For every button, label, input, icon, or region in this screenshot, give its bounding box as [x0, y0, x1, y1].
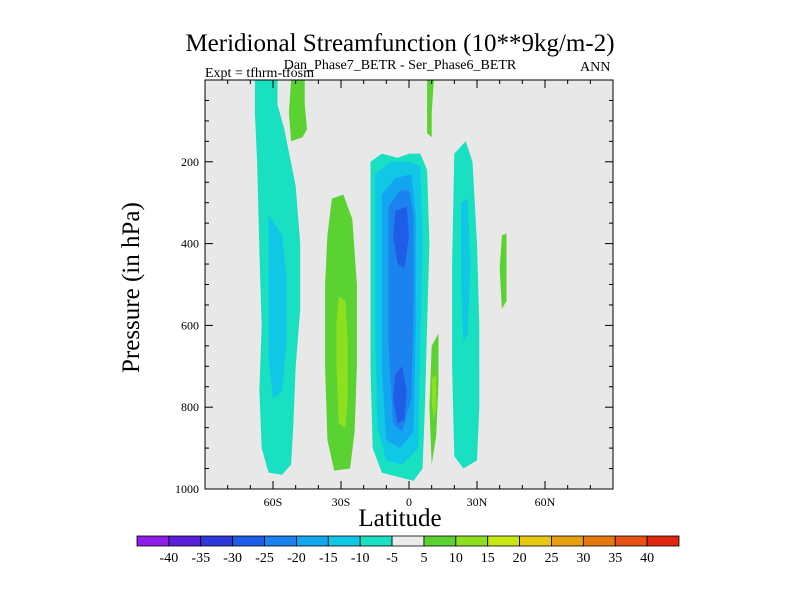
colorbar-swatch — [296, 535, 329, 547]
colorbar-label: -30 — [223, 551, 242, 566]
y-tick-label: 200 — [181, 155, 199, 169]
contour-region-13 — [431, 374, 437, 420]
colorbar-swatch — [359, 535, 393, 547]
colorbar-swatch — [646, 535, 680, 547]
contour-regions — [254, 80, 507, 481]
colorbar-label: -25 — [255, 551, 274, 566]
colorbar-label: -15 — [319, 551, 338, 566]
figure-subtitle-right: ANN — [580, 60, 611, 75]
colorbar-swatch — [614, 535, 648, 547]
colorbar-swatch — [423, 535, 457, 547]
contour-region-15 — [461, 198, 471, 342]
figure-title: Meridional Streamfunction (10**9kg/m-2) — [185, 30, 615, 57]
colorbar-swatch — [455, 535, 489, 547]
colorbar: -40 -35 -30 -25 -20 -15 -10 -5 5 10 15 20 25 30 35 40 — [136, 535, 680, 566]
colorbar-label: 10 — [449, 551, 463, 566]
contour-region-10 — [393, 366, 407, 424]
colorbar-swatch — [487, 535, 520, 547]
colorbar-label: 15 — [481, 551, 495, 566]
x-tick-label: 30N — [467, 495, 488, 509]
x-axis-label: Latitude — [358, 505, 442, 532]
colorbar-label: 30 — [576, 551, 590, 566]
contour-region-4 — [336, 296, 348, 428]
colorbar-label: 5 — [420, 551, 427, 566]
contour-region-1 — [268, 215, 287, 399]
contour-region-2 — [288, 80, 307, 142]
axes: 60S 30S 0 30N 60N 200 400 600 800 1000 — [175, 80, 613, 509]
x-tick-label: 30S — [332, 495, 351, 509]
x-tick-label: 60S — [264, 495, 283, 509]
colorbar-label: -5 — [386, 551, 398, 566]
colorbar-swatch — [168, 535, 202, 547]
colorbar-swatch — [551, 535, 584, 547]
colorbar-swatch — [582, 535, 616, 547]
y-tick-label: 1000 — [175, 482, 199, 496]
contour-region-11 — [427, 80, 434, 138]
y-tick-label: 400 — [181, 237, 199, 251]
colorbar-swatch — [232, 535, 265, 547]
figure-subtitle-left: Expt = tfhrm-tfosm — [205, 66, 314, 81]
colorbar-label: 35 — [608, 551, 622, 566]
colorbar-swatch — [200, 535, 234, 547]
y-tick-label: 800 — [181, 400, 199, 414]
colorbar-swatch — [519, 535, 552, 547]
colorbar-swatch — [136, 535, 170, 547]
colorbar-swatch — [327, 535, 361, 547]
colorbar-label: 25 — [544, 551, 558, 566]
colorbar-label: 40 — [640, 551, 654, 566]
y-tick-label: 600 — [181, 318, 199, 332]
colorbar-label: -10 — [351, 551, 370, 566]
contour-region-9 — [393, 206, 409, 269]
colorbar-label: -20 — [287, 551, 306, 566]
colorbar-swatch — [391, 535, 425, 547]
figure-subtitle-center: Dan_Phase7_BETR - Ser_Phase6_BETR — [283, 58, 517, 73]
x-tick-label: 60N — [535, 495, 556, 509]
colorbar-label: -35 — [191, 551, 210, 566]
y-axis-label: Pressure (in hPa) — [118, 202, 145, 374]
colorbar-swatch — [264, 535, 297, 547]
colorbar-label: 20 — [513, 551, 527, 566]
x-tick-label: 0 — [406, 495, 412, 509]
contour-region-8 — [388, 190, 414, 432]
contour-region-16 — [499, 233, 507, 309]
colorbar-label: -40 — [160, 551, 179, 566]
